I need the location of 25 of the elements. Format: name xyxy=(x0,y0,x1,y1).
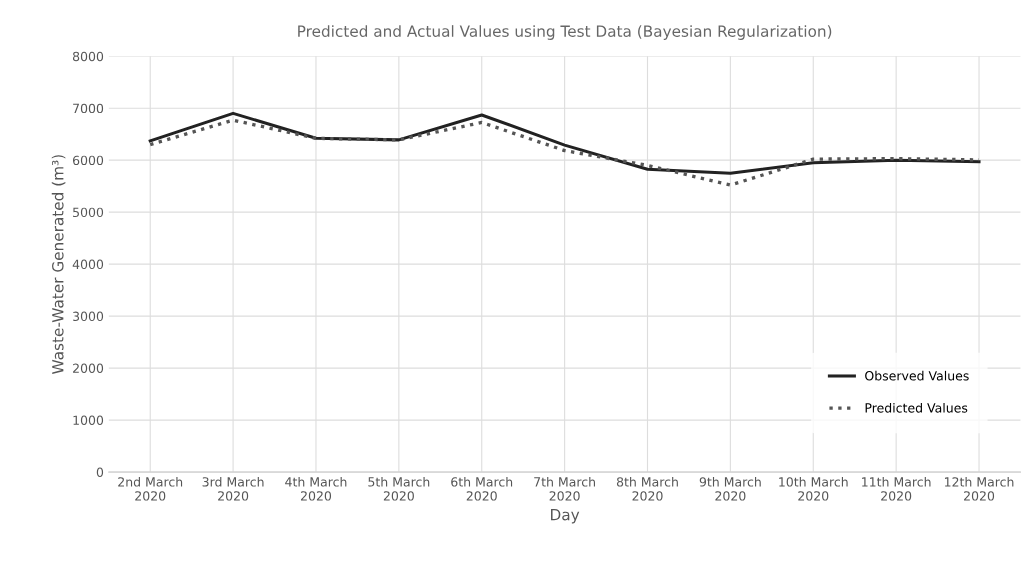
y-tick-label: 2000 xyxy=(73,363,104,374)
x-tick-label: 7th March 2020 xyxy=(534,476,595,501)
x-tick-label: 8th March 2020 xyxy=(616,476,678,501)
legend-label: Observed Values xyxy=(865,370,969,381)
chart-title: Predicted and Actual Values using Test Data (Bayesian Regularization) xyxy=(298,25,832,40)
legend-label: Predicted Values xyxy=(865,402,968,413)
x-axis-title: Day xyxy=(551,509,580,524)
x-tick-label: 5th March 2020 xyxy=(368,476,430,501)
y-tick-label: 7000 xyxy=(73,103,104,114)
x-tick-label: 2nd March 2020 xyxy=(118,476,183,501)
y-tick-label: 3000 xyxy=(73,311,104,322)
x-tick-label: 4th March 2020 xyxy=(285,476,347,501)
x-tick-label: 12th March 2020 xyxy=(944,476,1014,501)
x-tick-label: 3rd March 2020 xyxy=(202,476,264,501)
x-tick-label: 10th March 2020 xyxy=(779,476,848,501)
y-tick-label: 1000 xyxy=(73,415,104,426)
x-tick-label: 11th March 2020 xyxy=(862,476,931,501)
y-tick-label: 4000 xyxy=(72,259,104,270)
y-tick-label: 5000 xyxy=(73,207,104,218)
y-tick-label: 8000 xyxy=(72,51,104,62)
y-axis-title: Waste-Water Generated (m³) xyxy=(51,155,66,374)
y-tick-label: 6000 xyxy=(72,155,104,166)
y-tick-label: 0 xyxy=(96,467,104,478)
x-tick-label: 6th March 2020 xyxy=(451,476,513,501)
x-tick-label: 9th March 2020 xyxy=(699,476,761,501)
